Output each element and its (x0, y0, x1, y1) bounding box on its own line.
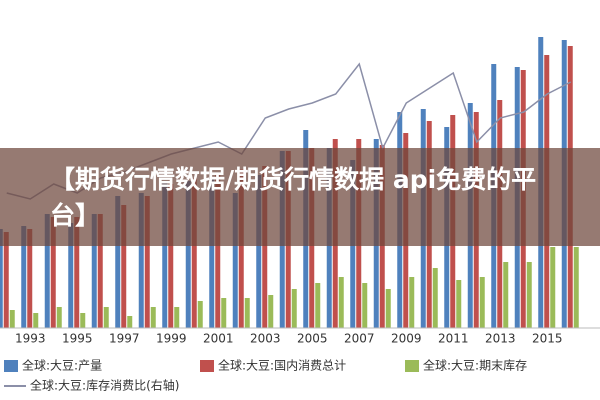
x-tick-label: 2007 (344, 332, 375, 346)
bar (185, 181, 191, 328)
bar (27, 229, 33, 328)
bar (268, 295, 274, 328)
bar (191, 178, 197, 328)
x-tick-label: 1995 (62, 332, 93, 346)
bar (56, 307, 62, 328)
title-banner: 【期货行情数据/期货行情数据 api免费的平台】 (0, 148, 600, 246)
bar (432, 268, 438, 328)
bar (479, 277, 485, 328)
bar (33, 313, 39, 328)
bar (68, 223, 74, 328)
bar (244, 298, 250, 328)
bar (0, 229, 3, 328)
bar (550, 247, 556, 328)
x-tick-label: 2015 (532, 332, 563, 346)
legend-swatch (200, 360, 214, 372)
bar (121, 205, 127, 328)
bar (409, 277, 415, 328)
bar (262, 166, 268, 328)
x-tick-label: 1997 (109, 332, 140, 346)
bar (162, 181, 168, 328)
bar (221, 298, 227, 328)
bar (291, 289, 297, 328)
legend-label: 全球:大豆:产量 (22, 358, 102, 373)
bar (97, 214, 103, 328)
x-tick-label: 2009 (391, 332, 422, 346)
bar (103, 307, 109, 328)
bar (168, 184, 174, 328)
legend-swatch (4, 360, 18, 372)
bar (144, 196, 150, 328)
x-tick-label: 2013 (485, 332, 516, 346)
x-tick-label: 2003 (250, 332, 281, 346)
bar (150, 307, 156, 328)
bar (174, 307, 180, 328)
bar (3, 232, 9, 328)
bar (215, 175, 221, 328)
bar (50, 217, 56, 328)
bar (115, 196, 121, 328)
bar (91, 214, 97, 328)
bar (74, 217, 80, 328)
bar (238, 169, 244, 328)
bar (21, 226, 27, 328)
chart-title: 【期货行情数据/期货行情数据 api免费的平台】 (50, 165, 537, 230)
bar (127, 316, 133, 328)
bar (9, 310, 15, 328)
bar (385, 289, 391, 328)
bar (209, 178, 215, 328)
bar (197, 301, 203, 328)
bar (503, 262, 509, 328)
bar (456, 280, 462, 328)
x-tick-label: 1999 (156, 332, 187, 346)
bar (138, 193, 144, 328)
legend-swatch (405, 360, 419, 372)
legend-label: 全球:大豆:国内消费总计 (218, 358, 346, 373)
bar (526, 262, 532, 328)
bar (338, 277, 344, 328)
bar (44, 214, 50, 328)
x-tick-label: 2001 (203, 332, 234, 346)
x-tick-label: 2005 (297, 332, 328, 346)
bar (80, 313, 86, 328)
bar (573, 247, 579, 328)
bar (315, 283, 321, 328)
bar (256, 175, 262, 328)
bar (362, 283, 368, 328)
bar (232, 193, 238, 328)
legend-label: 全球:大豆:库存消费比(右轴) (30, 378, 179, 393)
legend-label: 全球:大豆:期末库存 (423, 358, 527, 373)
x-tick-label: 1993 (15, 332, 46, 346)
x-tick-label: 2011 (438, 332, 469, 346)
